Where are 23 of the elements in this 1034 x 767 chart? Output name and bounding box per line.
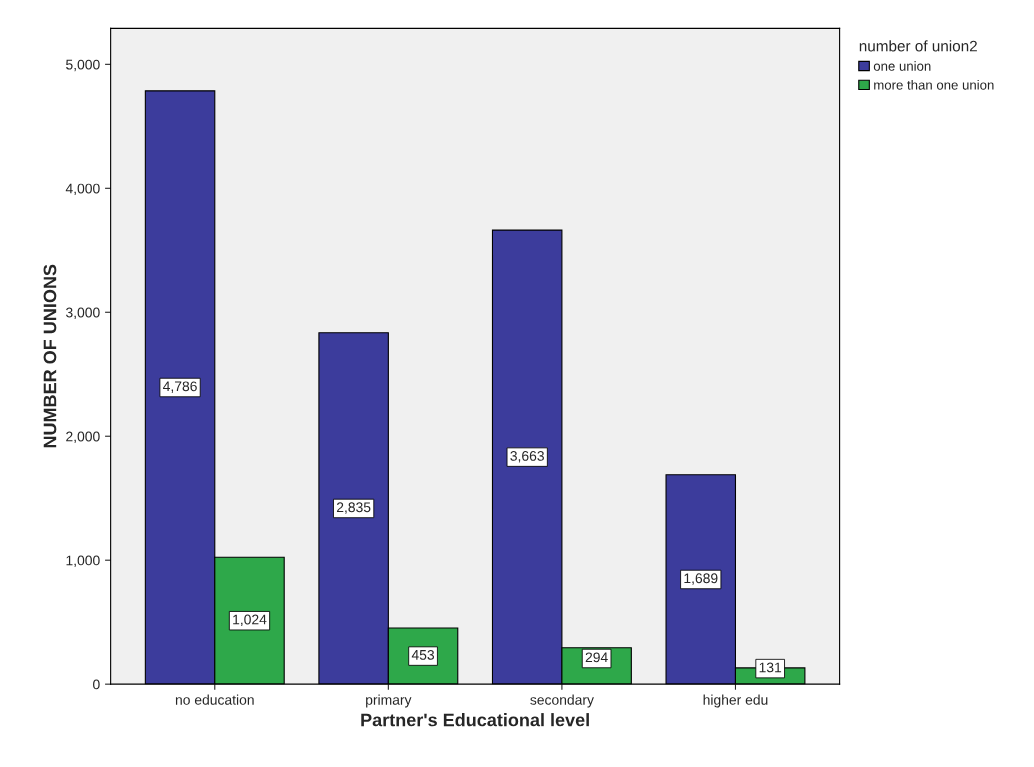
y-tick-label: 0 xyxy=(93,679,100,690)
y-tick-label: 2,000 xyxy=(66,431,100,444)
x-tick-label: primary xyxy=(366,694,412,708)
legend-label: one union xyxy=(873,61,931,71)
data-label: 131 xyxy=(759,662,782,673)
y-tick-label: 5,000 xyxy=(66,59,100,72)
x-axis-title: Partner's Educational level xyxy=(361,713,589,727)
x-tick-label: secondary xyxy=(530,694,594,708)
x-tick-label: higher edu xyxy=(703,694,768,708)
data-label: 2,835 xyxy=(336,502,371,514)
data-label: 1,689 xyxy=(684,573,718,585)
data-label: 4,786 xyxy=(163,381,197,393)
y-axis-title: NUMBER OF UNIONS xyxy=(43,264,57,448)
data-label: 1,024 xyxy=(233,614,267,627)
data-label: 294 xyxy=(585,652,608,663)
data-label: 3,663 xyxy=(510,451,544,463)
y-tick-label: 3,000 xyxy=(66,307,100,320)
x-tick-label: no education xyxy=(175,694,254,705)
legend-title: number of union2 xyxy=(859,40,977,52)
y-tick-label: 4,000 xyxy=(65,183,100,196)
data-label: 453 xyxy=(411,649,435,660)
y-tick-label: 1,000 xyxy=(66,555,100,568)
legend-label: more than one union xyxy=(874,79,994,90)
